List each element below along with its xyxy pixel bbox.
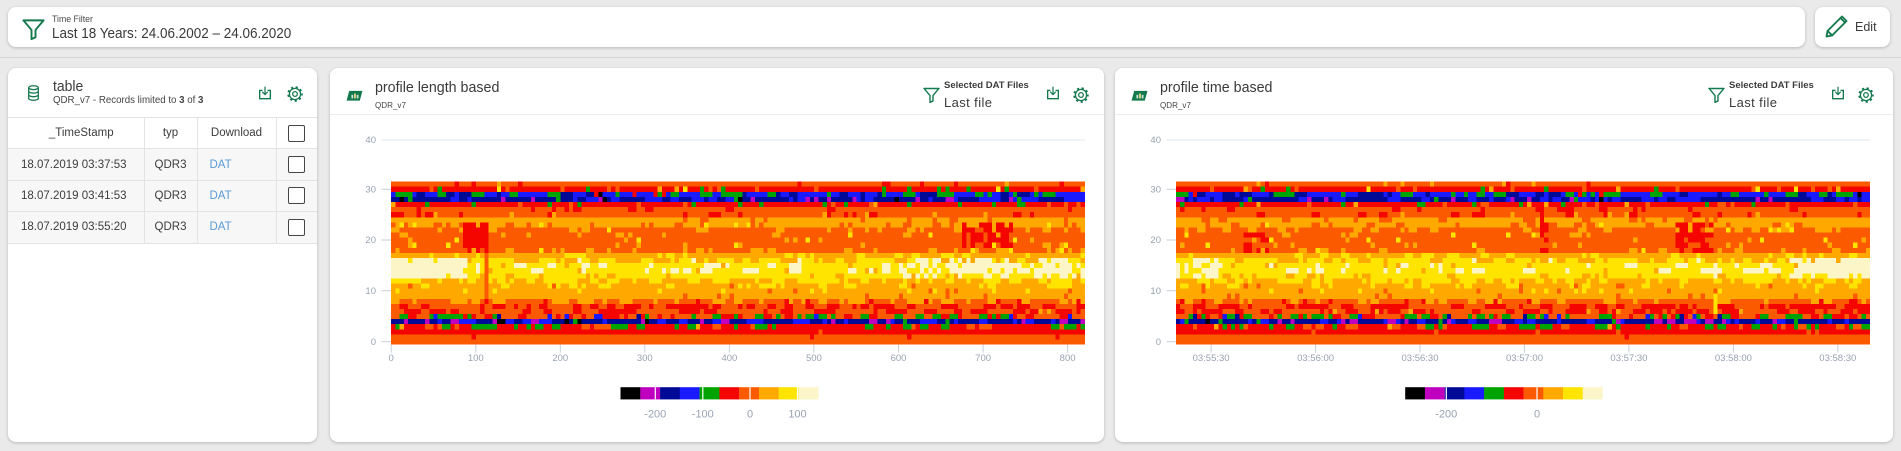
svg-text:300: 300: [637, 353, 653, 364]
svg-text:20: 20: [365, 235, 376, 246]
svg-text:500: 500: [806, 353, 822, 364]
svg-text:100: 100: [788, 409, 806, 421]
svg-text:600: 600: [891, 353, 907, 364]
svg-text:-200: -200: [1435, 409, 1457, 421]
svg-text:03:55:30: 03:55:30: [1193, 353, 1230, 364]
svg-text:40: 40: [365, 135, 376, 146]
svg-text:800: 800: [1060, 353, 1076, 364]
svg-text:-100: -100: [692, 409, 714, 421]
svg-text:10: 10: [365, 286, 376, 297]
svg-text:10: 10: [1150, 286, 1161, 297]
svg-text:03:58:30: 03:58:30: [1819, 353, 1856, 364]
svg-text:0: 0: [389, 353, 394, 364]
svg-text:40: 40: [1150, 135, 1161, 146]
svg-text:-200: -200: [644, 409, 666, 421]
svg-text:0: 0: [1534, 409, 1540, 421]
svg-text:03:58:00: 03:58:00: [1715, 353, 1752, 364]
svg-text:0: 0: [1156, 337, 1161, 348]
svg-text:100: 100: [468, 353, 484, 364]
svg-text:0: 0: [747, 409, 753, 421]
svg-text:700: 700: [975, 353, 991, 364]
svg-text:400: 400: [721, 353, 737, 364]
svg-text:03:57:00: 03:57:00: [1506, 353, 1543, 364]
svg-text:200: 200: [552, 353, 568, 364]
svg-text:30: 30: [1150, 185, 1161, 196]
svg-text:03:56:00: 03:56:00: [1297, 353, 1334, 364]
svg-text:30: 30: [365, 185, 376, 196]
svg-text:20: 20: [1150, 235, 1161, 246]
svg-text:0: 0: [371, 337, 376, 348]
svg-text:03:56:30: 03:56:30: [1402, 353, 1439, 364]
svg-text:03:57:30: 03:57:30: [1610, 353, 1647, 364]
